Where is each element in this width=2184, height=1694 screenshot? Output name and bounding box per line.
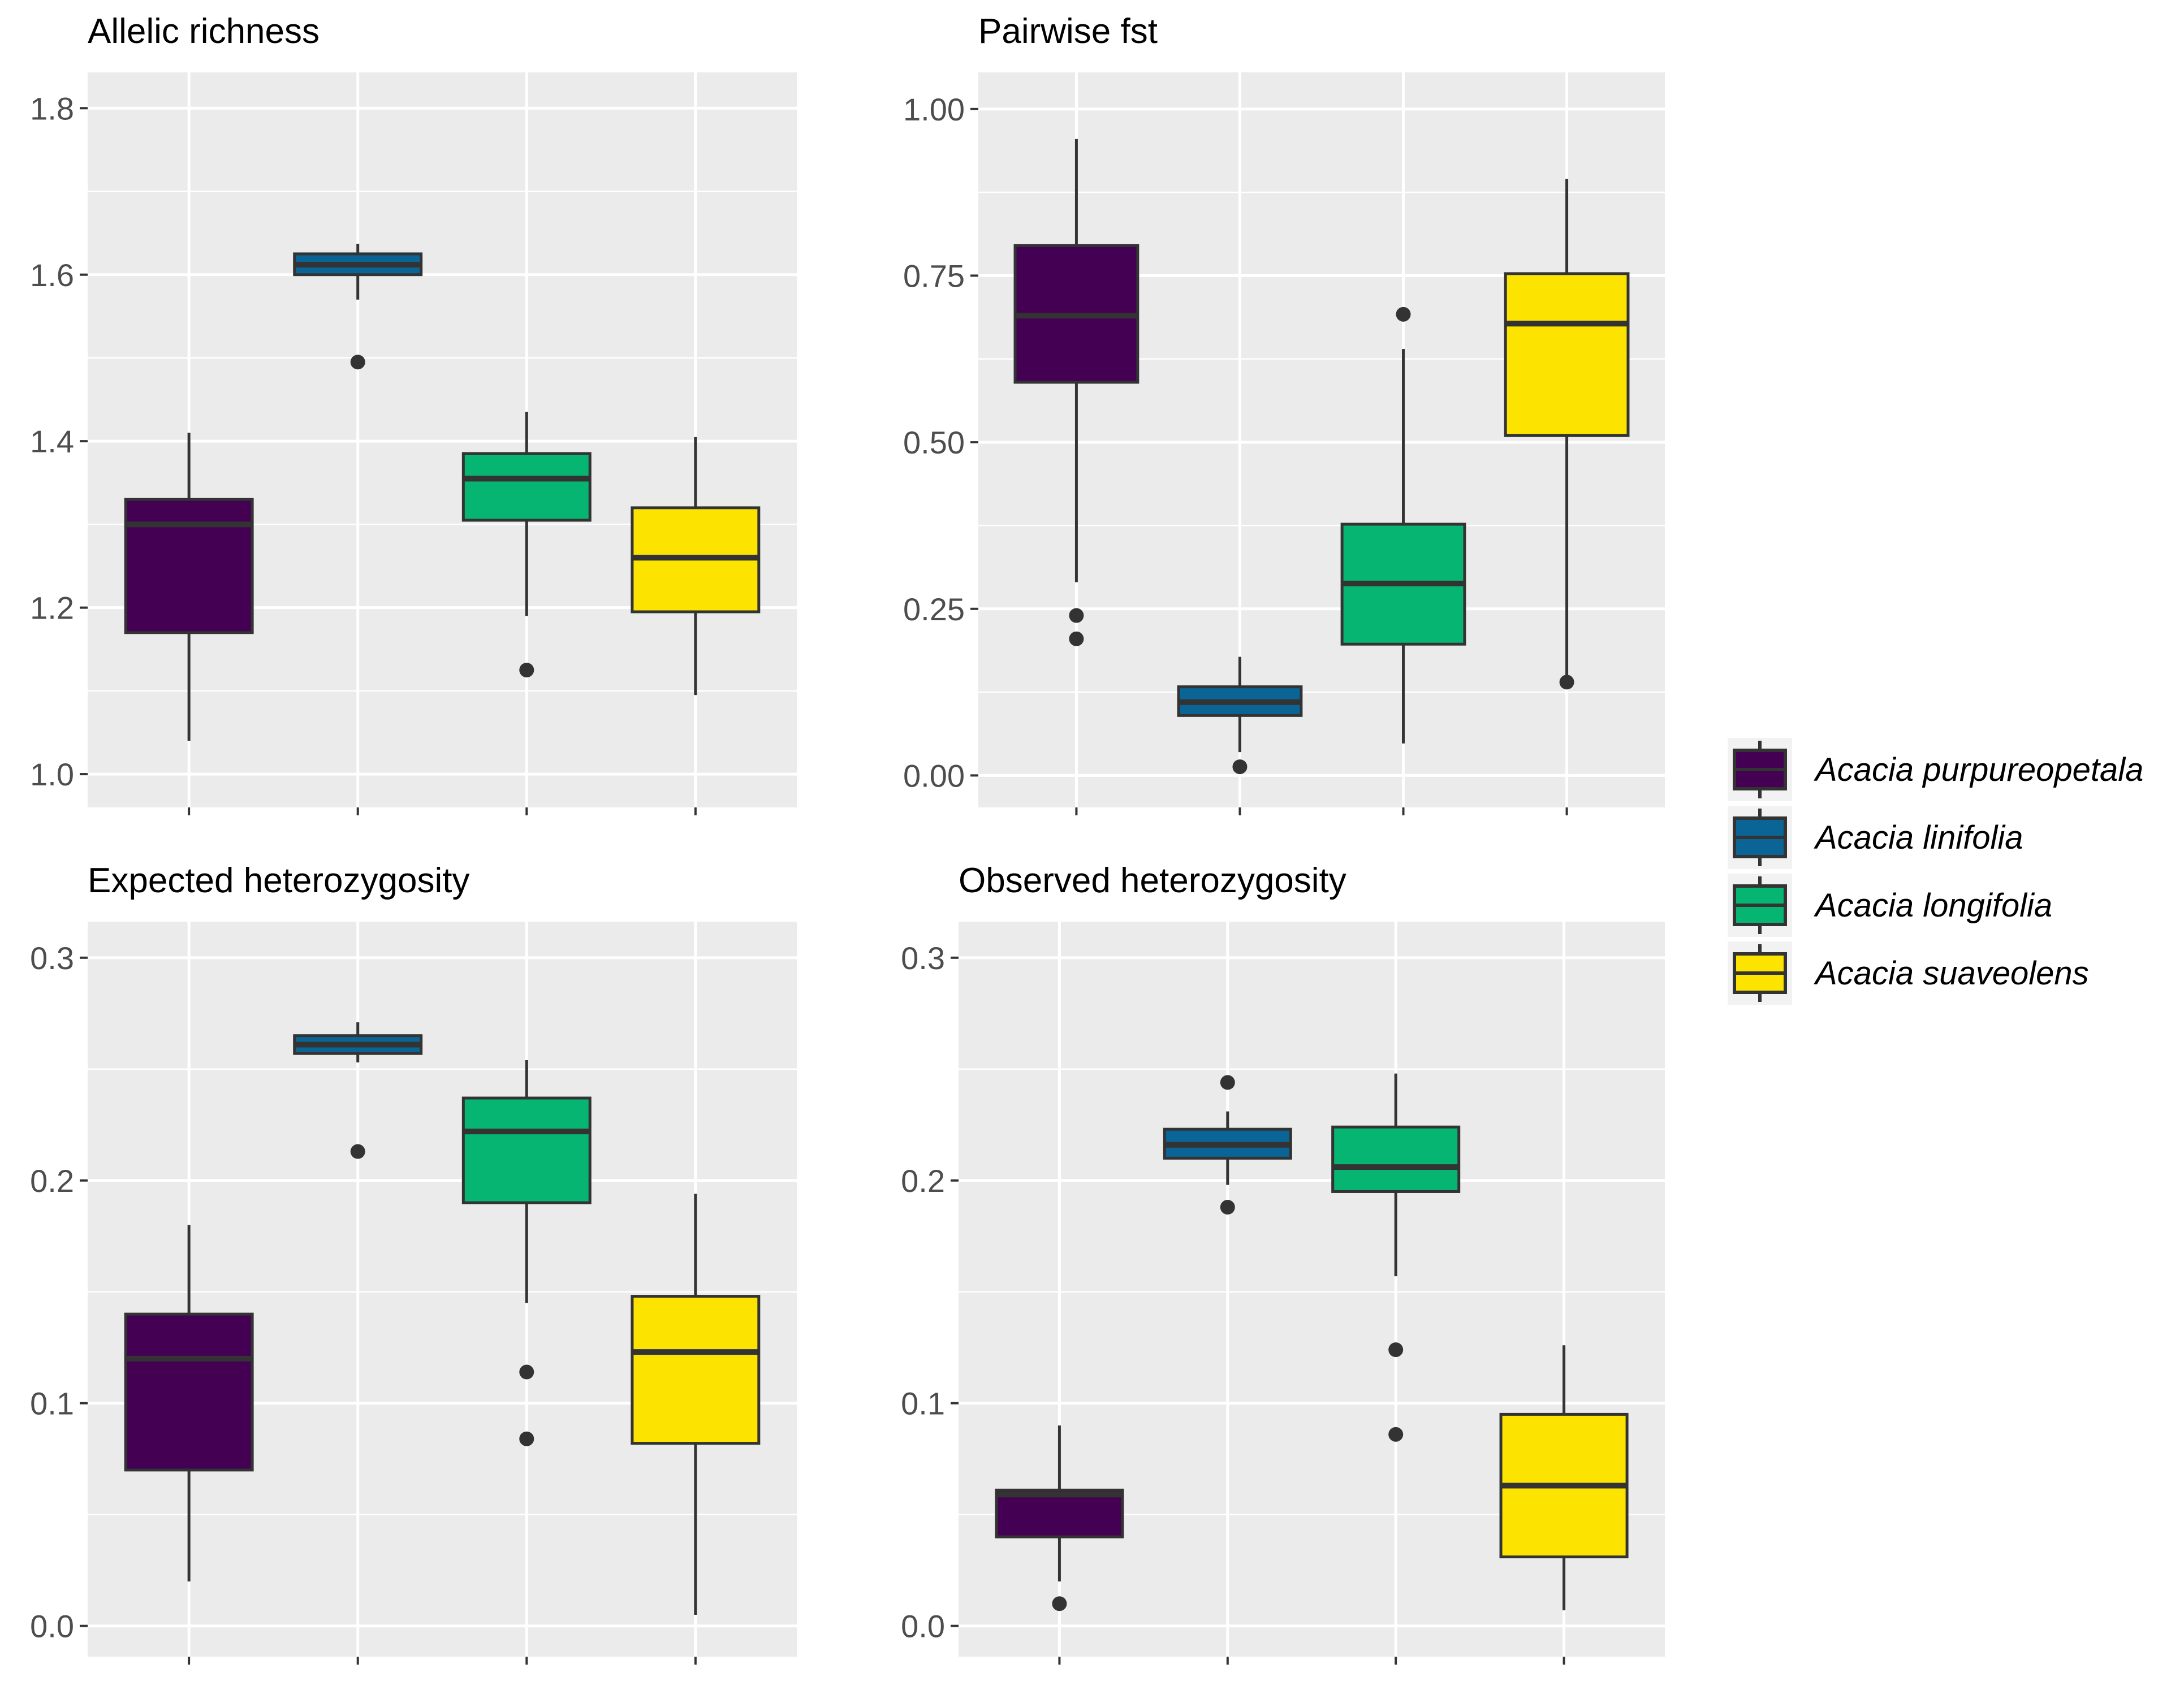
box-acacia-suaveolens	[631, 437, 761, 695]
panel-observed-heterozygosity: Observed heterozygosity 0.0 0.1 0.2 0.3	[901, 861, 1665, 1665]
y-tick-label: 1.6	[30, 257, 74, 293]
box-acacia-suaveolens	[1499, 1345, 1629, 1611]
outlier-point	[1396, 306, 1411, 322]
panel-title: Observed heterozygosity	[959, 861, 1346, 900]
y-tick-label: 0.00	[903, 758, 965, 793]
box-acacia-linifolia	[293, 244, 423, 370]
box-body	[995, 1488, 1124, 1539]
box-acacia-longifolia	[1340, 306, 1466, 744]
box-body	[461, 452, 592, 522]
outlier-point	[519, 1364, 534, 1380]
outlier-point	[1052, 1596, 1067, 1611]
outlier-point	[350, 355, 365, 370]
y-tick-label: 0.25	[903, 591, 965, 627]
panel-background	[978, 72, 1665, 807]
box-body	[1331, 1125, 1461, 1193]
outlier-point	[519, 663, 534, 678]
outlier-point	[350, 1144, 365, 1159]
outlier-point	[1220, 1200, 1235, 1215]
box-acacia-linifolia	[1163, 1075, 1292, 1215]
outlier-point	[519, 1431, 534, 1446]
y-tick-label: 0.50	[903, 425, 965, 460]
y-tick-label: 0.75	[903, 258, 965, 293]
box-acacia-purpureopetala	[1013, 139, 1140, 646]
box-acacia-purpureopetala	[124, 1225, 254, 1581]
box-body	[1504, 272, 1630, 437]
y-tick-label: 0.1	[30, 1386, 74, 1421]
y-tick-label: 0.2	[901, 1163, 945, 1199]
panel-pairwise-fst: Pairwise fst 0.00 0.25 0.50 0.75 1.00	[903, 12, 1665, 815]
panel-expected-heterozygosity: Expected heterozygosity 0.0 0.1 0.2 0.3	[30, 861, 797, 1665]
legend-label: Acacia linifolia	[1814, 819, 2023, 856]
outlier-point	[1388, 1342, 1404, 1358]
panel-background	[88, 922, 797, 1657]
box-body	[124, 498, 254, 634]
panel-title: Pairwise fst	[978, 12, 1158, 51]
panel-title: Allelic richness	[88, 12, 320, 51]
y-tick-label: 0.0	[901, 1609, 945, 1644]
box-acacia-longifolia	[461, 1060, 592, 1446]
legend-label: Acacia longifolia	[1814, 887, 2052, 924]
y-tick-label: 1.00	[903, 92, 965, 127]
box-acacia-purpureopetala	[124, 433, 254, 741]
box-body	[631, 1295, 761, 1445]
box-acacia-longifolia	[461, 412, 592, 678]
panel-title: Expected heterozygosity	[88, 861, 470, 900]
legend-item-longifolia: Acacia longifolia	[1728, 874, 2052, 937]
y-tick-label: 0.0	[30, 1609, 74, 1644]
y-tick-label: 0.1	[901, 1386, 945, 1421]
box-acacia-longifolia	[1331, 1073, 1461, 1442]
outlier-point	[1388, 1427, 1404, 1442]
y-tick-label: 1.4	[30, 424, 74, 459]
box-acacia-suaveolens	[1504, 179, 1630, 690]
outlier-point	[1232, 759, 1248, 775]
box-body	[461, 1096, 592, 1204]
legend-label: Acacia purpureopetala	[1814, 751, 2143, 788]
y-tick-label: 1.8	[30, 90, 74, 126]
y-tick-label: 1.2	[30, 590, 74, 626]
legend-item-suaveolens: Acacia suaveolens	[1728, 941, 2089, 1005]
y-tick-label: 0.3	[30, 940, 74, 976]
box-acacia-linifolia	[1177, 656, 1303, 775]
outlier-point	[1069, 631, 1084, 646]
box-acacia-linifolia	[293, 1022, 423, 1159]
outlier-point	[1220, 1075, 1235, 1090]
legend-label: Acacia suaveolens	[1814, 955, 2089, 992]
box-acacia-suaveolens	[631, 1194, 761, 1615]
y-tick-label: 0.2	[30, 1163, 74, 1199]
y-tick-label: 0.3	[901, 940, 945, 976]
y-tick-label: 1.0	[30, 757, 74, 792]
outlier-point	[1559, 675, 1574, 690]
legend-item-linifolia: Acacia linifolia	[1728, 806, 2023, 869]
box-body	[124, 1312, 254, 1472]
panel-allelic-richness: Allelic richness 1.0 1.2 1.4 1.6 1.8	[30, 12, 797, 815]
outlier-point	[1069, 608, 1084, 623]
box-acacia-purpureopetala	[995, 1425, 1124, 1611]
legend-item-purpureopetala: Acacia purpureopetala	[1728, 738, 2143, 801]
legend: Acacia purpureopetala Acacia linifolia A…	[1728, 738, 2143, 1005]
